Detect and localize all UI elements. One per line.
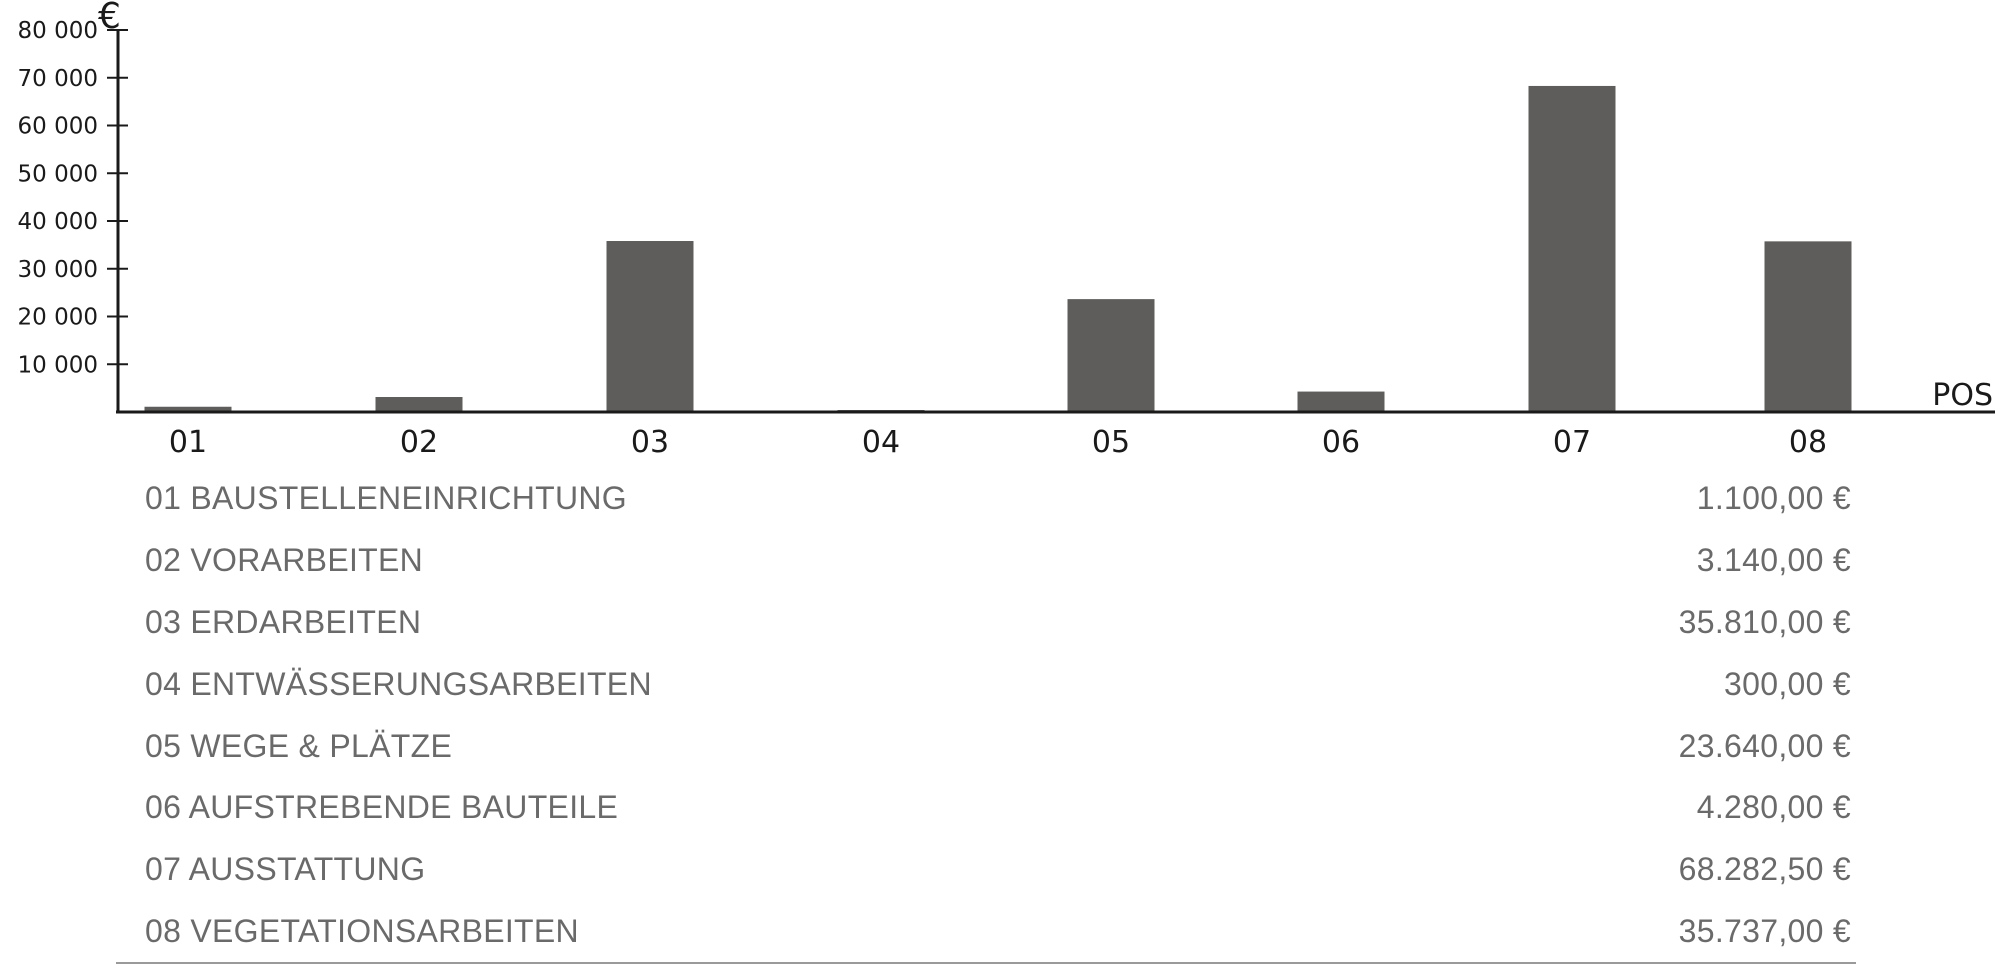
cost-item-amount: 68.282,50 € [1678, 851, 1851, 888]
cost-item-amount: 23.640,00 € [1678, 727, 1851, 764]
cost-item-label: 08 VEGETATIONSARBEITEN [145, 912, 579, 949]
cost-item-row: 02 VORARBEITEN 3.140,00 € [145, 530, 1851, 592]
x-category-label: 05 [1092, 425, 1130, 460]
x-category-label: 01 [169, 425, 207, 460]
cost-item-label: 04 ENTWÄSSERUNGSARBEITEN [145, 665, 652, 702]
cost-item-label: 01 BAUSTELLENEINRICHTUNG [145, 480, 627, 517]
cost-item-amount: 3.140,00 € [1696, 542, 1851, 579]
bar-03 [606, 241, 694, 412]
bar-chart: 10 000 20 000 30 000 40 000 50 000 60 000 70 0… [18, 0, 1995, 460]
cost-item-row: 07 AUSSTATTUNG 68.282,50 € [145, 839, 1851, 901]
cost-item-amount: 35.737,00 € [1678, 912, 1851, 949]
cost-item-label: 05 WEGE & PLÄTZE [145, 727, 453, 764]
y-tick-label: 20 000 [18, 305, 98, 331]
x-category-label: 04 [862, 425, 900, 460]
cost-item-amount: 1.100,00 € [1696, 480, 1851, 517]
cost-item-amount: 35.810,00 € [1678, 603, 1851, 640]
bar-05 [1067, 299, 1155, 412]
cost-item-row: 04 ENTWÄSSERUNGSARBEITEN 300,00 € [145, 653, 1851, 715]
y-tick-label: 60 000 [18, 114, 98, 140]
cost-item-row: 03 ERDARBEITEN 35.810,00 € [145, 592, 1851, 654]
x-category-label: 08 [1789, 425, 1827, 460]
x-category-label: 03 [631, 425, 669, 460]
cost-item-amount: 300,00 € [1724, 665, 1851, 702]
y-tick-label: 10 000 [18, 352, 98, 378]
cost-items-list: 01 BAUSTELLENEINRICHTUNG 1.100,00 € 02 VOR… [145, 468, 1851, 962]
y-axis-unit: € [98, 0, 121, 37]
x-category-label: 02 [400, 425, 438, 460]
cost-item-amount: 4.280,00 € [1696, 789, 1851, 826]
bar-07 [1528, 85, 1616, 413]
cost-item-label: 06 AUFSTREBENDE BAUTEILE [145, 789, 619, 826]
y-tick-label: 50 000 [18, 161, 98, 187]
cost-item-row: 06 AUFSTREBENDE BAUTEILE 4.280,00 € [145, 777, 1851, 839]
bar-06 [1297, 391, 1385, 412]
bar-08 [1764, 241, 1852, 412]
cost-item-row: 08 VEGETATIONSARBEITEN 35.737,00 € [145, 901, 1851, 963]
x-category-label: 06 [1322, 425, 1360, 460]
y-axis-ticks: 10 000 20 000 30 000 40 000 50 000 60 000 70 0… [18, 18, 128, 378]
x-axis-labels: 01 02 03 04 05 06 07 08 [169, 425, 1827, 460]
cost-item-label: 02 VORARBEITEN [145, 542, 424, 579]
bar-group [144, 85, 1852, 413]
x-axis-label: POS [1932, 378, 1993, 413]
cost-item-label: 03 ERDARBEITEN [145, 603, 422, 640]
y-tick-label: 80 000 [18, 18, 98, 44]
bar-02 [375, 397, 463, 412]
y-tick-label: 40 000 [18, 209, 98, 235]
x-category-label: 07 [1553, 425, 1591, 460]
y-tick-label: 70 000 [18, 66, 98, 92]
bar-01 [144, 406, 232, 412]
cost-item-label: 07 AUSSTATTUNG [145, 851, 426, 888]
table-bottom-divider [116, 962, 1856, 964]
y-tick-label: 30 000 [18, 257, 98, 283]
cost-item-row: 01 BAUSTELLENEINRICHTUNG 1.100,00 € [145, 468, 1851, 530]
cost-item-row: 05 WEGE & PLÄTZE 23.640,00 € [145, 715, 1851, 777]
